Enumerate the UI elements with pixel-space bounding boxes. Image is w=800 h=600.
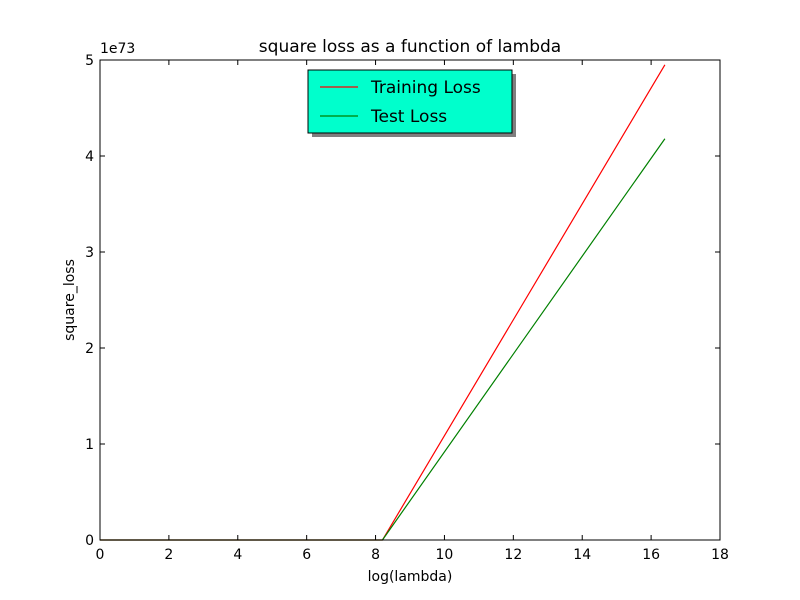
x-tick-label: 16 (642, 547, 660, 563)
x-tick-label: 0 (96, 547, 105, 563)
y-tick-label: 5 (85, 53, 94, 69)
y-tick-label: 0 (85, 533, 94, 549)
x-tick-label: 6 (302, 547, 311, 563)
x-axis-label: log(lambda) (368, 569, 453, 585)
y-tick-label: 2 (85, 341, 94, 357)
x-tick-label: 14 (573, 547, 591, 563)
y-tick-label: 3 (85, 245, 94, 261)
x-tick-label: 12 (504, 547, 522, 563)
legend-label: Test Loss (370, 107, 447, 127)
x-tick-label: 2 (164, 547, 173, 563)
chart-title: square loss as a function of lambda (259, 37, 561, 57)
legend-label: Training Loss (370, 78, 481, 98)
y-axis-offset-text: 1e73 (100, 41, 135, 57)
y-tick-label: 4 (85, 149, 94, 165)
y-tick-label: 1 (85, 437, 94, 453)
y-axis-label: square_loss (62, 259, 78, 341)
axes-frame (99, 59, 721, 541)
legend-box (307, 69, 513, 134)
x-tick-label: 18 (711, 547, 729, 563)
x-tick-label: 10 (436, 547, 454, 563)
x-tick-label: 4 (233, 547, 242, 563)
x-tick-label: 8 (371, 547, 380, 563)
legend: Training Loss Test Loss (307, 69, 516, 137)
